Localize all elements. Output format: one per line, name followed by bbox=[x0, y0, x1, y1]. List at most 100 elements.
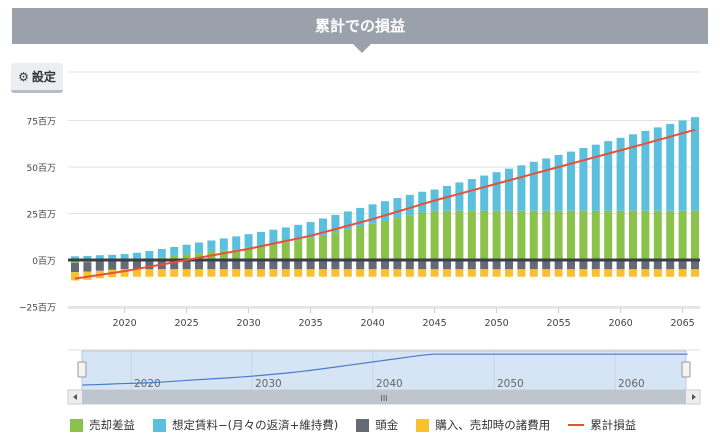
bar-rent bbox=[641, 130, 650, 211]
bar-down-payment bbox=[244, 260, 253, 270]
bar-rent bbox=[604, 141, 613, 211]
bar-fees bbox=[170, 269, 179, 277]
bar-sale-profit bbox=[232, 249, 241, 260]
navigator-handle[interactable] bbox=[681, 361, 691, 378]
bar-down-payment bbox=[529, 260, 538, 270]
bar-fees bbox=[294, 269, 303, 277]
bar-down-payment bbox=[467, 260, 476, 270]
bar-down-payment bbox=[505, 260, 513, 270]
bar-down-payment bbox=[492, 260, 501, 270]
bar-fees bbox=[629, 269, 637, 277]
bar-rent bbox=[170, 246, 179, 256]
legend: 売却差益 想定賃料−(月々の返済+維持費) 頭金 購入、売却時の諸費用 累計損益 bbox=[70, 417, 636, 433]
bar-fees bbox=[554, 269, 563, 277]
bar-down-payment bbox=[554, 260, 563, 270]
x-tick-label: 2065 bbox=[671, 318, 695, 329]
bar-sale-profit bbox=[257, 246, 265, 260]
bar-fees bbox=[492, 269, 501, 277]
bar-fees bbox=[120, 269, 129, 277]
bar-fees bbox=[257, 269, 265, 277]
navigator-tick-label: 2060 bbox=[618, 378, 645, 390]
bar-fees bbox=[467, 269, 476, 277]
bar-fees bbox=[542, 269, 551, 277]
bar-sale-profit bbox=[195, 253, 203, 260]
bar-fees bbox=[666, 269, 675, 277]
bar-down-payment bbox=[368, 260, 377, 270]
legend-swatch bbox=[416, 418, 430, 432]
bar-sale-profit bbox=[244, 247, 253, 260]
chart-header: 累計での損益 bbox=[12, 8, 708, 44]
legend-swatch bbox=[153, 418, 166, 432]
bar-rent bbox=[306, 222, 315, 238]
legend-cumulative[interactable]: 累計損益 bbox=[568, 417, 636, 433]
bar-rent bbox=[207, 240, 216, 253]
bar-sale-profit bbox=[182, 254, 191, 260]
bar-rent bbox=[405, 194, 414, 216]
bar-fees bbox=[219, 269, 228, 277]
bar-down-payment bbox=[207, 260, 216, 270]
bar-rent bbox=[232, 236, 241, 250]
bar-down-payment bbox=[343, 260, 352, 270]
bar-rent bbox=[393, 198, 402, 219]
bar-sale-profit bbox=[430, 210, 439, 260]
settings-label: 設定 bbox=[31, 70, 56, 84]
bar-fees bbox=[405, 269, 414, 277]
bar-down-payment bbox=[269, 260, 278, 270]
legend-swatch bbox=[568, 424, 585, 426]
bar-sale-profit bbox=[505, 210, 513, 260]
bar-fees bbox=[269, 269, 278, 277]
bar-sale-profit bbox=[480, 210, 489, 260]
bar-fees bbox=[331, 269, 340, 277]
scroll-right-arrow-icon[interactable] bbox=[692, 394, 696, 400]
x-tick-label: 2035 bbox=[299, 318, 323, 329]
legend-swatch bbox=[70, 418, 83, 432]
bar-fees bbox=[641, 269, 650, 277]
bar-fees bbox=[418, 269, 427, 277]
bar-down-payment bbox=[170, 260, 179, 270]
bar-rent bbox=[653, 127, 662, 211]
bar-down-payment bbox=[455, 260, 464, 270]
legend-rent[interactable]: 想定賃料−(月々の返済+維持費) bbox=[153, 417, 338, 433]
x-tick-label: 2060 bbox=[609, 318, 633, 329]
bar-rent bbox=[182, 244, 191, 255]
bar-down-payment bbox=[542, 260, 551, 270]
bar-rent bbox=[616, 137, 625, 211]
scroll-left-arrow-icon[interactable] bbox=[73, 394, 77, 400]
bar-rent bbox=[666, 124, 675, 211]
navigator-handle[interactable] bbox=[77, 361, 87, 378]
bar-fees bbox=[83, 271, 92, 280]
bar-down-payment bbox=[195, 260, 203, 270]
bar-fees bbox=[480, 269, 489, 277]
bar-down-payment bbox=[641, 260, 650, 270]
bar-down-payment bbox=[517, 260, 526, 270]
bar-rent bbox=[219, 238, 228, 251]
legend-down-payment[interactable]: 頭金 bbox=[356, 417, 398, 433]
legend-sale-profit[interactable]: 売却差益 bbox=[70, 417, 135, 433]
bar-rent bbox=[244, 234, 253, 248]
bar-fees bbox=[678, 269, 687, 277]
bar-sale-profit bbox=[455, 210, 464, 260]
bar-fees bbox=[567, 269, 575, 277]
bar-down-payment bbox=[356, 260, 365, 270]
settings-button[interactable]: ⚙ 設定 bbox=[11, 63, 63, 93]
bar-down-payment bbox=[653, 260, 662, 270]
y-tick-label: −25百万 bbox=[19, 303, 56, 314]
bar-down-payment bbox=[604, 260, 613, 270]
bar-fees bbox=[691, 269, 699, 277]
bar-rent bbox=[269, 229, 278, 245]
bar-sale-profit bbox=[405, 215, 414, 260]
bar-down-payment bbox=[430, 260, 439, 270]
legend-fees[interactable]: 購入、売却時の諸費用 bbox=[416, 417, 550, 433]
y-tick-label: 50百万 bbox=[27, 163, 56, 174]
x-tick-label: 2050 bbox=[485, 318, 509, 329]
bar-down-payment bbox=[567, 260, 575, 270]
bar-sale-profit bbox=[604, 210, 613, 260]
bar-fees bbox=[393, 269, 402, 277]
scrollbar-thumb[interactable] bbox=[82, 390, 686, 404]
bar-sale-profit bbox=[467, 210, 476, 260]
bar-down-payment bbox=[219, 260, 228, 270]
bar-fees bbox=[281, 269, 290, 277]
chart-title: 累計での損益 bbox=[314, 17, 405, 35]
bar-fees bbox=[604, 269, 613, 277]
